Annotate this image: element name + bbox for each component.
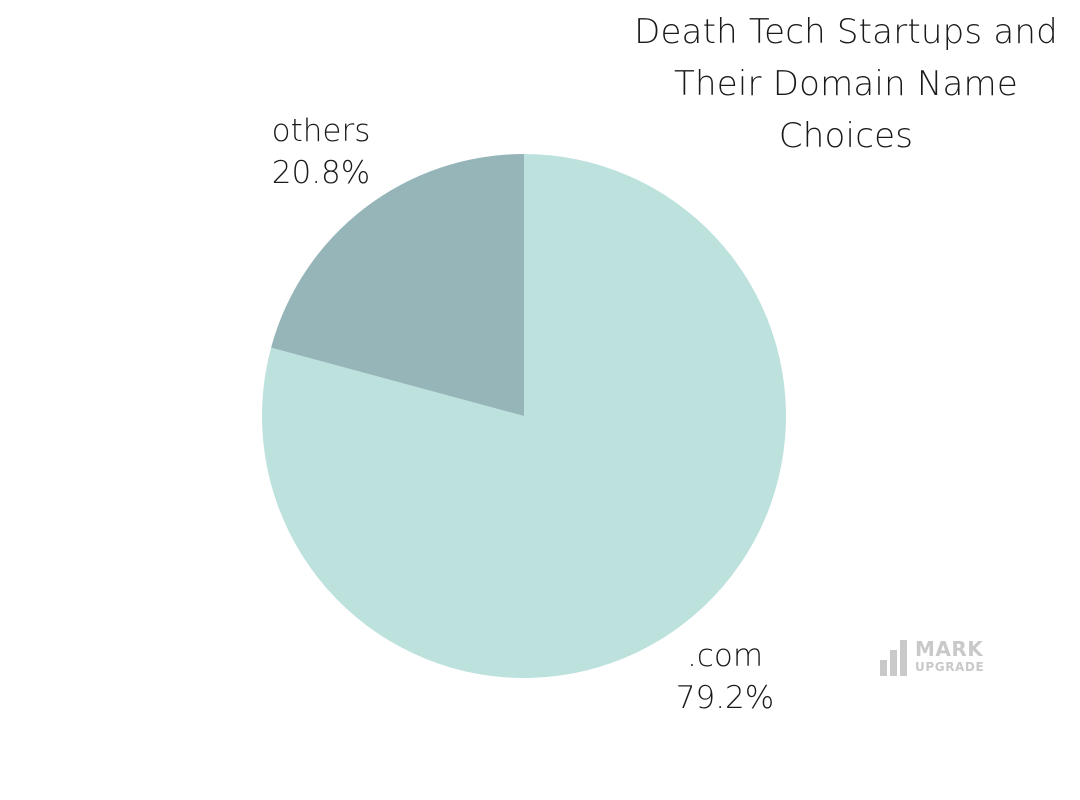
- pie-slices: [262, 154, 787, 678]
- bar-chart-icon: [878, 638, 912, 678]
- chart-title-line-3: Choices: [778, 116, 914, 156]
- slice-label-others: others 20.8%: [221, 110, 421, 194]
- slice-label-others-name: others: [271, 113, 371, 149]
- slice-label-com-value: 79.2%: [675, 680, 775, 716]
- watermark-word-mark: MARK: [915, 637, 984, 661]
- chart-title: Death Tech Startups and Their Domain Nam…: [626, 6, 1066, 162]
- slice-label-com-name: .com: [686, 638, 764, 674]
- chart-title-line-1: Death Tech Startups and: [634, 12, 1058, 52]
- watermark-logo: MARK UPGRADE: [878, 638, 1008, 680]
- chart-title-line-2: Their Domain Name: [674, 64, 1018, 104]
- slice-label-com: .com 79.2%: [625, 635, 825, 719]
- watermark-word-upgrade: UPGRADE: [915, 660, 985, 674]
- pie-slice-others: [271, 154, 524, 416]
- slice-label-others-value: 20.8%: [271, 155, 371, 191]
